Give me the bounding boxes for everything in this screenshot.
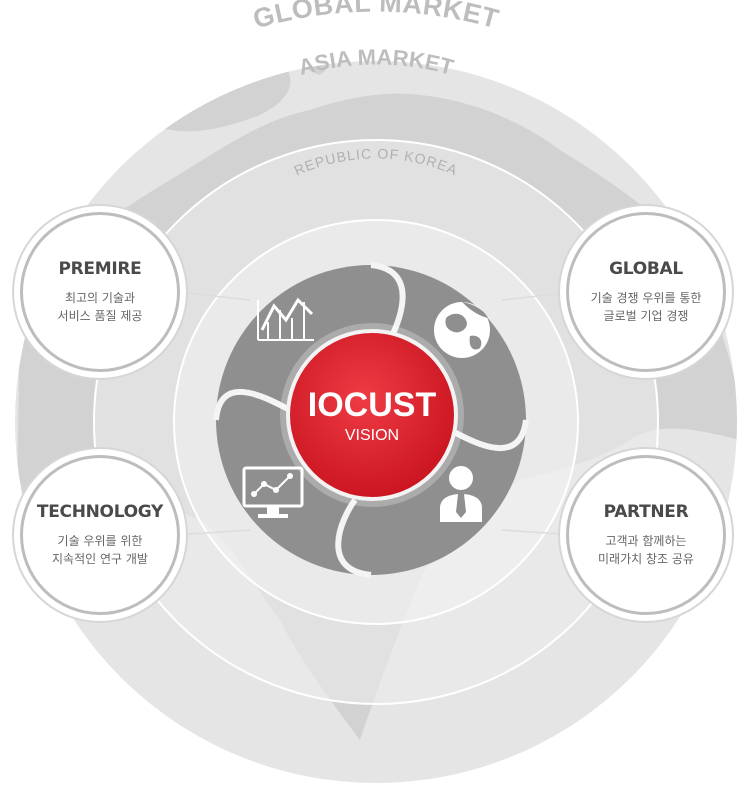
node-global: GLOBAL 기술 경쟁 우위를 통한 글로벌 기업 경쟁	[566, 212, 726, 372]
node-desc-line: 지속적인 연구 개발	[52, 552, 148, 566]
node-desc-line: 기술 경쟁 우위를 통한	[590, 291, 702, 305]
businessman-icon	[440, 466, 482, 522]
node-title: TECHNOLOGY	[36, 502, 164, 522]
node-premire: PREMIRE 최고의 기술과 서비스 품질 제공	[20, 212, 180, 372]
node-desc-line: 글로벌 기업 경쟁	[603, 309, 689, 323]
center-title: IOCUST	[308, 386, 437, 424]
monitor-chart-icon	[242, 466, 304, 518]
node-description: 기술 경쟁 우위를 통한 글로벌 기업 경쟁	[591, 289, 702, 325]
global-market-label: GLOBAL MARKET	[250, 0, 502, 34]
node-description: 기술 우위를 위한 지속적인 연구 개발	[52, 532, 148, 568]
center-circle	[286, 329, 458, 501]
node-title: PARTNER	[603, 502, 689, 522]
node-technology: TECHNOLOGY 기술 우위를 위한 지속적인 연구 개발	[20, 455, 180, 615]
node-desc-line: 서비스 품질 제공	[57, 309, 143, 323]
node-desc-line: 미래가치 창조 공유	[598, 552, 694, 566]
connector-lines	[175, 291, 577, 536]
node-desc-line: 기술 우위를 위한	[57, 534, 143, 548]
globe-icon	[434, 302, 490, 358]
node-description: 최고의 기술과 서비스 품질 제공	[58, 289, 143, 325]
line-chart-icon	[257, 297, 314, 341]
node-description: 고객과 함께하는 미래가치 창조 공유	[598, 532, 694, 568]
node-desc-line: 고객과 함께하는	[605, 534, 687, 548]
center-subtitle: VISION	[345, 427, 399, 444]
node-desc-line: 최고의 기술과	[64, 291, 136, 305]
node-title: PREMIRE	[58, 259, 142, 279]
node-title: GLOBAL	[609, 259, 683, 279]
node-partner: PARTNER 고객과 함께하는 미래가치 창조 공유	[566, 455, 726, 615]
